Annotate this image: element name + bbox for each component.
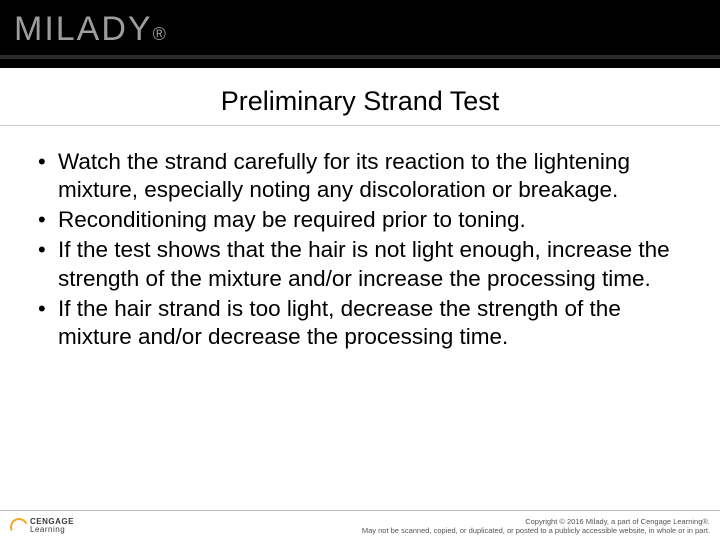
list-item: If the test shows that the hair is not l…	[38, 236, 692, 292]
bullet-list: Watch the strand carefully for its react…	[38, 148, 692, 351]
publisher-line2: Learning	[30, 526, 74, 534]
list-item: Reconditioning may be required prior to …	[38, 206, 692, 234]
slide-title: Preliminary Strand Test	[0, 86, 720, 117]
brand-dot: ®	[153, 24, 168, 44]
list-item: If the hair strand is too light, decreas…	[38, 295, 692, 351]
header-band: MILADY®	[0, 0, 720, 68]
publisher-text: CENGAGE Learning	[30, 518, 74, 534]
brand-text: MILADY	[14, 10, 153, 48]
title-wrap: Preliminary Strand Test	[0, 68, 720, 126]
content-area: Watch the strand carefully for its react…	[0, 126, 720, 351]
footer: CENGAGE Learning Copyright © 2016 Milady…	[0, 510, 720, 540]
publisher-mark-icon	[10, 518, 26, 534]
copyright: Copyright © 2016 Milady, a part of Cenga…	[362, 517, 710, 535]
header-rule	[0, 55, 720, 59]
brand-logo: MILADY®	[14, 10, 168, 49]
copyright-line2: May not be scanned, copied, or duplicate…	[362, 526, 710, 535]
copyright-line1: Copyright © 2016 Milady, a part of Cenga…	[362, 517, 710, 526]
publisher-logo: CENGAGE Learning	[10, 518, 74, 534]
list-item: Watch the strand carefully for its react…	[38, 148, 692, 204]
